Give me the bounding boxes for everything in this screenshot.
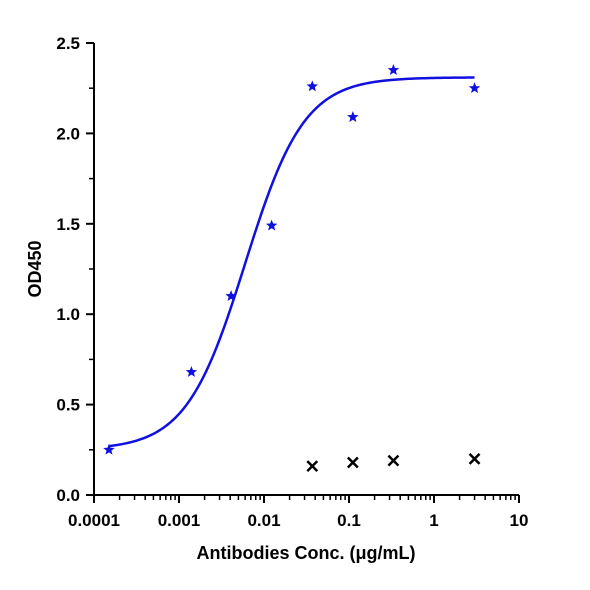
data-point-x — [468, 452, 481, 465]
axis-ticks — [86, 42, 520, 503]
data-point-x — [387, 454, 400, 467]
data-point-x — [346, 456, 359, 469]
x-minor-ticks — [89, 87, 516, 500]
tick-labels: 0.0001 0.001 0.01 0.1 1 10 0.0 0.5 1.0 1.5 2.0 2.5 — [56, 34, 528, 530]
fit-curve-series-1 — [108, 76, 475, 448]
y-tick-label: 0.0 — [56, 486, 80, 505]
y-tick-label: 2.0 — [56, 124, 80, 143]
x-tick-label: 10 — [510, 511, 529, 530]
x-tick-label: 0.1 — [337, 511, 361, 530]
y-tick-label: 1.5 — [56, 215, 80, 234]
y-tick-label: 0.5 — [56, 396, 80, 415]
data-point-star — [306, 80, 318, 92]
y-tick-label: 2.5 — [56, 34, 80, 53]
data-point-x — [306, 460, 319, 472]
data-point-star — [347, 111, 359, 122]
data-point-star — [468, 82, 481, 94]
y-tick-label: 1.0 — [56, 305, 80, 324]
data-point-star — [103, 443, 115, 455]
data-point-star — [387, 64, 400, 75]
data-point-star — [185, 366, 198, 377]
data-points — [103, 64, 481, 472]
x-axis-title: Antibodies Conc. (μg/mL) — [197, 543, 416, 563]
x-tick-label: 0.001 — [158, 511, 201, 530]
data-point-star — [225, 290, 237, 301]
x-tick-label: 1 — [429, 511, 438, 530]
x-tick-label: 0.01 — [247, 511, 280, 530]
y-axis-title: OD450 — [25, 240, 45, 297]
x-tick-label: 0.0001 — [68, 511, 120, 530]
data-point-star — [265, 219, 278, 231]
